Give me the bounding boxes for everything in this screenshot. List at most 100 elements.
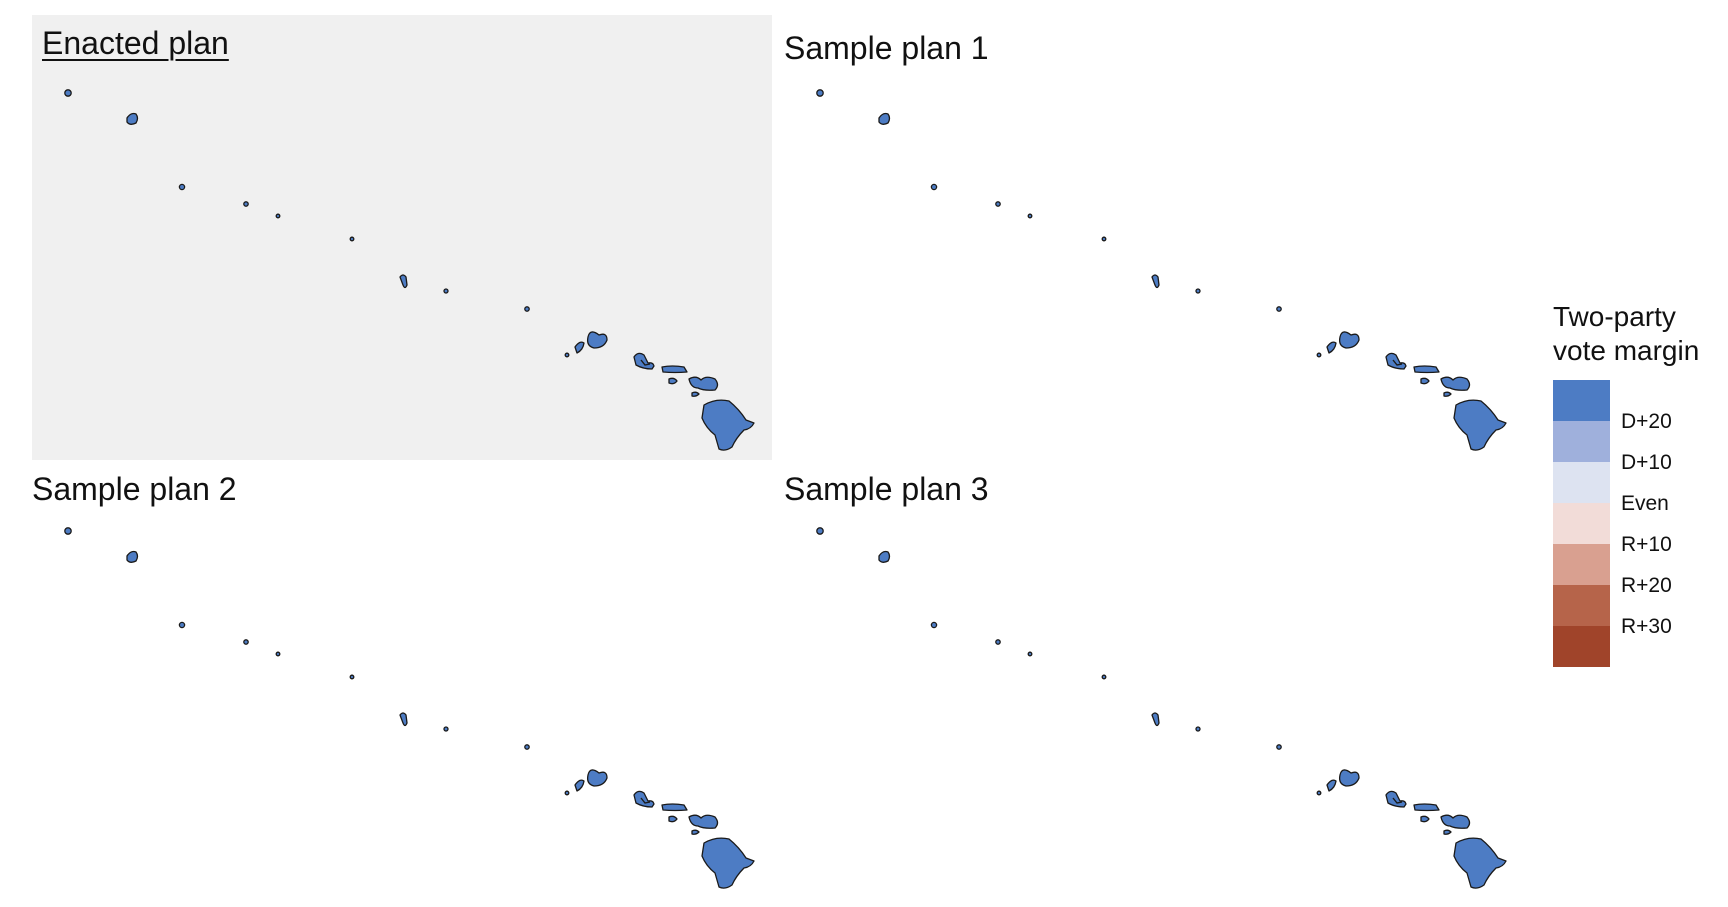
legend-label: D+20 <box>1621 410 1672 433</box>
island-maui <box>688 814 719 829</box>
island-necker <box>1276 306 1282 312</box>
island-lisianski <box>243 201 249 207</box>
island-pearl-hermes <box>178 183 186 191</box>
island-french-frigate <box>443 288 449 294</box>
island-hawaii <box>1453 837 1507 889</box>
island-midway <box>126 112 139 125</box>
legend-title: Two-party vote margin <box>1553 300 1699 368</box>
island-oahu <box>1385 790 1407 808</box>
island-maro-reef <box>1101 236 1107 242</box>
legend-swatch <box>1553 503 1610 544</box>
island-molokai <box>1413 803 1440 812</box>
island-kauai <box>1338 331 1360 349</box>
panel-title: Enacted plan <box>42 25 229 61</box>
island-niihau <box>574 779 585 792</box>
legend-label: Even <box>1621 492 1669 515</box>
island-laysan <box>1027 213 1033 219</box>
legend-swatch <box>1553 380 1610 421</box>
district-boundary <box>1392 797 1403 804</box>
island-midway <box>126 550 139 563</box>
island-maui <box>1440 814 1471 829</box>
island-hawaii <box>1453 399 1507 451</box>
hawaii-map <box>64 89 755 451</box>
island-gardner <box>399 274 408 289</box>
island-maro-reef <box>349 236 355 242</box>
island-hawaii <box>701 837 755 889</box>
district-boundary <box>1392 359 1403 366</box>
island-kure <box>816 527 824 535</box>
district-boundary <box>640 359 651 366</box>
island-laysan <box>275 213 281 219</box>
island-niihau <box>1326 341 1337 354</box>
legend-swatch <box>1553 626 1610 667</box>
island-pearl-hermes <box>178 621 186 629</box>
island-hawaii <box>701 399 755 451</box>
panel-sample-plan-3: Sample plan 3 <box>784 453 1524 898</box>
hawaii-map <box>816 89 1507 451</box>
legend-title-line-1: Two-party <box>1553 301 1676 332</box>
island-gardner <box>1151 274 1160 289</box>
panel-title: Sample plan 2 <box>32 471 237 507</box>
legend-swatch <box>1553 421 1610 462</box>
island-lisianski <box>995 639 1001 645</box>
island-maui <box>688 376 719 391</box>
island-molokai <box>661 803 688 812</box>
island-gardner <box>399 712 408 727</box>
island-lanai <box>1420 377 1430 385</box>
island-lisianski <box>995 201 1001 207</box>
island-kahoolawe <box>1443 391 1452 397</box>
island-laysan <box>1027 651 1033 657</box>
legend-colorbar: D+20 D+10 Even R+10 R+20 R+30 <box>1553 380 1672 667</box>
island-oahu <box>633 352 655 370</box>
island-kure <box>816 89 824 97</box>
island-kure <box>64 89 72 97</box>
island-kauai <box>1338 769 1360 787</box>
island-necker <box>1276 744 1282 750</box>
island-kure <box>64 527 72 535</box>
island-niihau <box>574 341 585 354</box>
island-kahoolawe <box>691 829 700 835</box>
island-lanai <box>668 815 678 823</box>
island-necker <box>524 744 530 750</box>
legend-swatch <box>1553 544 1610 585</box>
island-nihoa <box>564 790 570 796</box>
legend-label: R+30 <box>1621 615 1672 638</box>
hawaii-map <box>64 527 755 889</box>
district-boundary <box>640 797 651 804</box>
island-gardner <box>1151 712 1160 727</box>
legend-swatch <box>1553 585 1610 626</box>
island-maro-reef <box>349 674 355 680</box>
legend-swatch <box>1553 462 1610 503</box>
island-niihau <box>1326 779 1337 792</box>
hawaii-map <box>816 527 1507 889</box>
island-oahu <box>633 790 655 808</box>
panel-title: Sample plan 3 <box>784 471 989 507</box>
island-nihoa <box>1316 790 1322 796</box>
island-necker <box>524 306 530 312</box>
island-oahu <box>1385 352 1407 370</box>
island-midway <box>878 550 891 563</box>
legend-label: R+10 <box>1621 533 1672 556</box>
legend-label: D+10 <box>1621 451 1672 474</box>
island-french-frigate <box>1195 288 1201 294</box>
island-nihoa <box>1316 352 1322 358</box>
island-molokai <box>661 365 688 374</box>
island-lanai <box>1420 815 1430 823</box>
legend-label: R+20 <box>1621 574 1672 597</box>
legend-title-line-2: vote margin <box>1553 335 1700 366</box>
island-kauai <box>586 769 608 787</box>
island-pearl-hermes <box>930 621 938 629</box>
island-kauai <box>586 331 608 349</box>
island-kahoolawe <box>691 391 700 397</box>
island-midway <box>878 112 891 125</box>
island-french-frigate <box>1195 726 1201 732</box>
legend: Two-party vote margin D+20 D+10 Even R+10 R+… <box>1545 300 1725 680</box>
panel-enacted-plan: Enacted plan <box>32 15 772 460</box>
panel-sample-plan-1: Sample plan 1 <box>784 15 1524 460</box>
island-lanai <box>668 377 678 385</box>
island-molokai <box>1413 365 1440 374</box>
island-kahoolawe <box>1443 829 1452 835</box>
island-maui <box>1440 376 1471 391</box>
island-lisianski <box>243 639 249 645</box>
panel-sample-plan-2: Sample plan 2 <box>32 453 772 898</box>
